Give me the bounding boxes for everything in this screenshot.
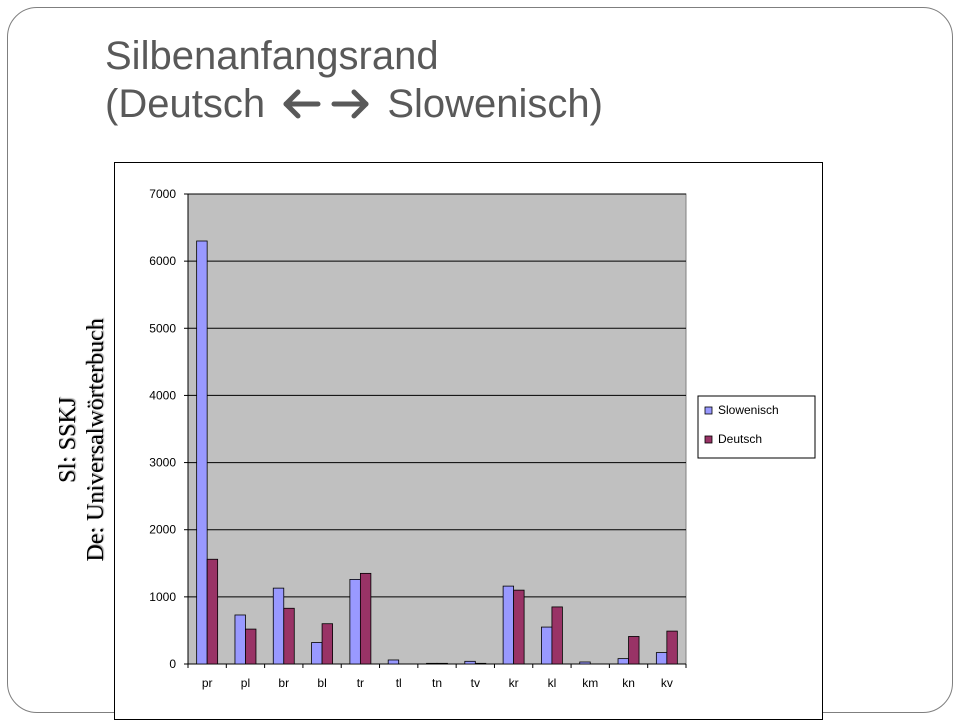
bar-slowenisch-kr (502, 585, 515, 665)
x-tick-label: tn (432, 676, 442, 690)
y-tick-label: 3000 (149, 456, 176, 470)
y-tick-label: 6000 (149, 254, 176, 268)
x-tick-label: kv (661, 676, 673, 690)
x-tick-label: kn (622, 676, 635, 690)
bar-deutsch-pr (206, 558, 219, 665)
slide-title: Silbenanfangsrand (Deutsch Slowenisch) (105, 32, 603, 128)
x-tick-label: bl (317, 676, 326, 690)
bar-deutsch-bl (321, 623, 333, 665)
legend-label-deutsch: Deutsch (718, 432, 762, 446)
bar-deutsch-tn (436, 662, 448, 665)
bar-deutsch-kn (628, 636, 640, 665)
title-line-2: (Deutsch Slowenisch) (105, 80, 603, 128)
legend-box (697, 395, 816, 459)
title-left-text: (Deutsch (105, 82, 266, 126)
bar-slowenisch-bl (311, 642, 323, 665)
x-tick-label: km (582, 676, 598, 690)
bar-slowenisch-pl (234, 614, 246, 665)
y-tick-label: 4000 (149, 388, 176, 402)
left-right-arrow-icon (283, 89, 369, 119)
bar-slowenisch-kl (541, 626, 553, 665)
bar-slowenisch-kn (617, 658, 629, 665)
bar-deutsch-kr (513, 589, 525, 665)
chart-container: 0 1000 2000 3000 4000 5000 6000 7000 pr pl br bl tr t… (114, 162, 823, 720)
x-tick-label: kl (548, 676, 557, 690)
bar-slowenisch-tr (349, 578, 361, 665)
bar-slowenisch-pr (196, 240, 208, 665)
bar-deutsch-kl (551, 606, 563, 665)
x-tick-label: br (278, 676, 289, 690)
bar-slowenisch-tv (464, 660, 476, 665)
x-tick-label: kr (509, 676, 519, 690)
bar-deutsch-tv (474, 662, 487, 665)
bar-slowenisch-kv (655, 652, 668, 665)
bar-deutsch-kv (666, 630, 678, 665)
x-tick-label: pl (241, 676, 250, 690)
legend-label-slowenisch: Slowenisch (718, 403, 779, 417)
y-tick-label: 0 (169, 657, 176, 671)
bar-deutsch-tr (359, 572, 372, 665)
source-label-line-2: De: Universalwörterbuch (83, 318, 109, 562)
x-tick-label: tl (396, 676, 402, 690)
y-tick-label: 7000 (149, 187, 176, 201)
y-tick-label: 5000 (149, 321, 176, 335)
y-tick-label: 1000 (149, 590, 176, 604)
bar-slowenisch-tn (426, 662, 438, 665)
x-tick-label: tr (357, 676, 364, 690)
bar-slowenisch-tl (387, 659, 400, 665)
title-right-text: Slowenisch) (387, 82, 603, 126)
title-line-1: Silbenanfangsrand (105, 34, 439, 78)
bar-slowenisch-km (579, 661, 591, 665)
bar-deutsch-pl (245, 628, 257, 665)
x-tick-label: pr (202, 676, 213, 690)
source-label: Sl: SSKJ De: Universalwörterbuch (54, 318, 110, 561)
bar-chart: 0 1000 2000 3000 4000 5000 6000 7000 pr pl br bl tr t… (149, 187, 816, 690)
y-tick-label: 2000 (149, 523, 176, 537)
legend-swatch-slowenisch (704, 406, 713, 415)
bar-slowenisch-br (272, 587, 285, 665)
legend-swatch-deutsch (704, 435, 713, 444)
plot-area (187, 193, 687, 665)
source-label-line-1: Sl: SSKJ (55, 396, 81, 484)
bar-deutsch-br (283, 607, 295, 665)
x-tick-label: tv (471, 676, 480, 690)
